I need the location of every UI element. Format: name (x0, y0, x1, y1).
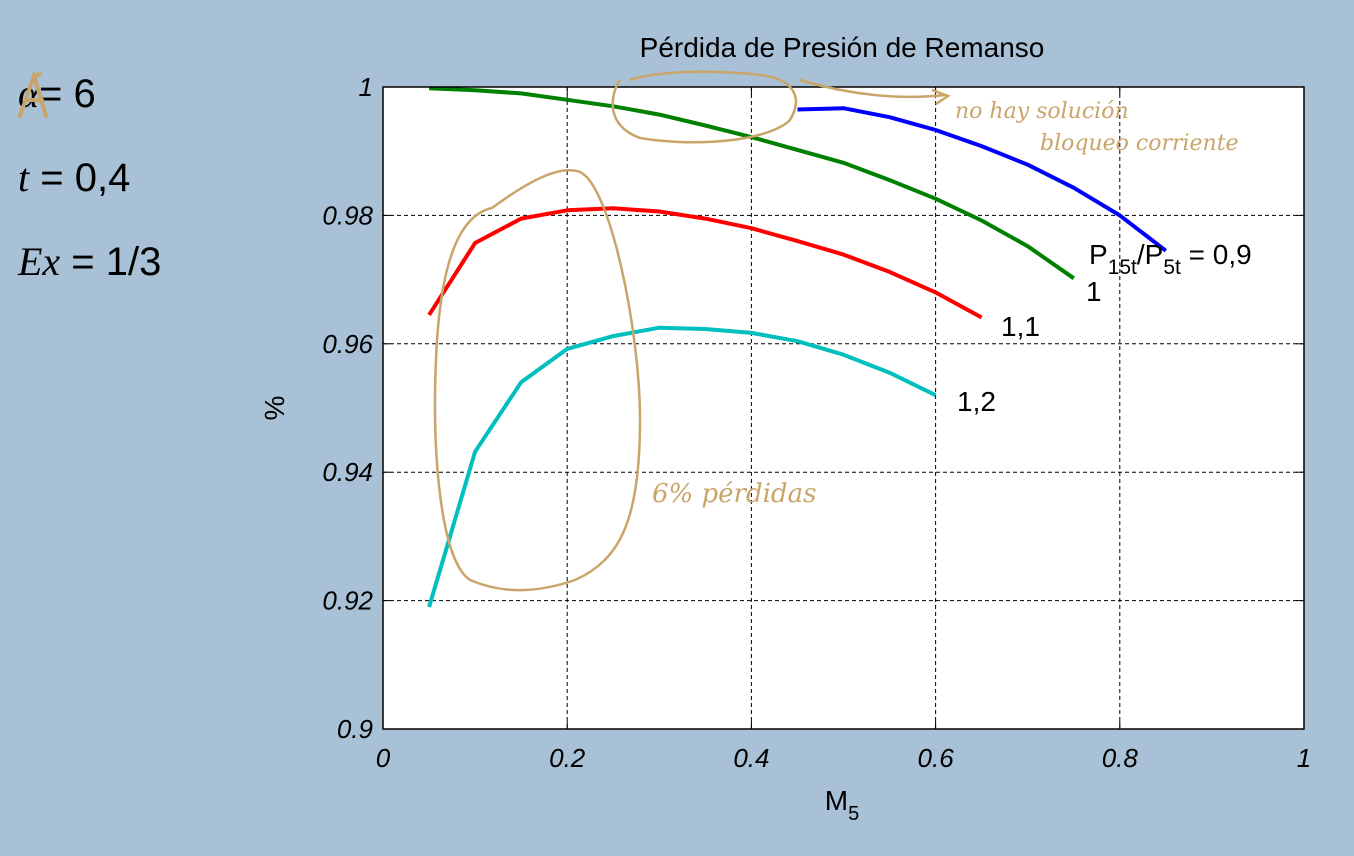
param-t-symbol: t (18, 155, 30, 200)
y-tick-label: 0.96 (322, 329, 373, 359)
choke-region-circle (611, 70, 798, 144)
x-tick-label: 0.4 (733, 743, 769, 773)
grid (382, 86, 1305, 730)
x-tick-label: 0.8 (1102, 743, 1139, 773)
param-ex: Ex = 1/3 (18, 238, 161, 285)
struck-symbol: α (18, 70, 48, 118)
param-t: t = 0,4 (18, 154, 130, 201)
series-label-1-1: 1,1 (1001, 311, 1040, 342)
x-axis-label-main: M (825, 785, 848, 816)
legend-label-sub-5t: 5t (1163, 256, 1181, 279)
legend-label-p5: /P (1137, 239, 1163, 270)
series-line-1-1 (427, 206, 983, 320)
series-line-0-9 (797, 106, 1168, 253)
handwritten-annotations: no hay solución bloqueo corriente 6% pér… (433, 70, 1239, 592)
legend-label-value: = 0,9 (1181, 239, 1252, 270)
y-tick-label: 0.98 (322, 200, 373, 230)
loss-region-circle (433, 169, 642, 592)
legend-label-sub-15t: 15t (1108, 256, 1137, 279)
scribble-overwrite-icon (18, 72, 48, 118)
plot-frame (382, 86, 1305, 730)
arrow-icon (799, 78, 951, 106)
y-tick-label: 1 (359, 72, 373, 102)
tick-labels: 0 0.2 0.4 0.6 0.8 1 0.9 0.92 0.94 0.96 0.98 1 (322, 72, 1311, 773)
param-t-value: = 0,4 (29, 156, 131, 200)
y-tick-label: 0.94 (322, 457, 373, 487)
x-axis-label: M5 (825, 785, 859, 825)
series-label-1: 1 (1086, 276, 1102, 307)
x-tick-label: 1 (1297, 743, 1311, 773)
y-tick-label: 0.92 (322, 586, 373, 616)
series-label-0-9: P15t/P5t = 0,9 (1089, 239, 1252, 279)
y-axis-label: % (259, 396, 290, 421)
series-label-1-2: 1,2 (957, 386, 996, 417)
param-ex-symbol: Ex (18, 239, 61, 284)
y-tick-label: 0.9 (337, 714, 373, 744)
x-tick-label: 0 (376, 743, 391, 773)
note-choked-flow: bloqueo corriente (1040, 131, 1239, 156)
series-line-1-2 (427, 325, 937, 608)
note-losses: 6% pérdidas (652, 479, 816, 509)
x-tick-label: 0.2 (549, 743, 586, 773)
param-alpha: α = 6 (18, 70, 96, 118)
plot-area (383, 87, 1304, 729)
x-axis-label-sub: 5 (848, 803, 859, 825)
chart-title: Pérdida de Presión de Remanso (640, 32, 1045, 63)
legend-label-p: P (1089, 239, 1108, 270)
param-ex-value: = 1/3 (60, 240, 162, 284)
x-tick-label: 0.6 (918, 743, 955, 773)
note-no-solution: no hay solución (955, 99, 1129, 124)
param-alpha-value: = 6 (39, 72, 96, 116)
